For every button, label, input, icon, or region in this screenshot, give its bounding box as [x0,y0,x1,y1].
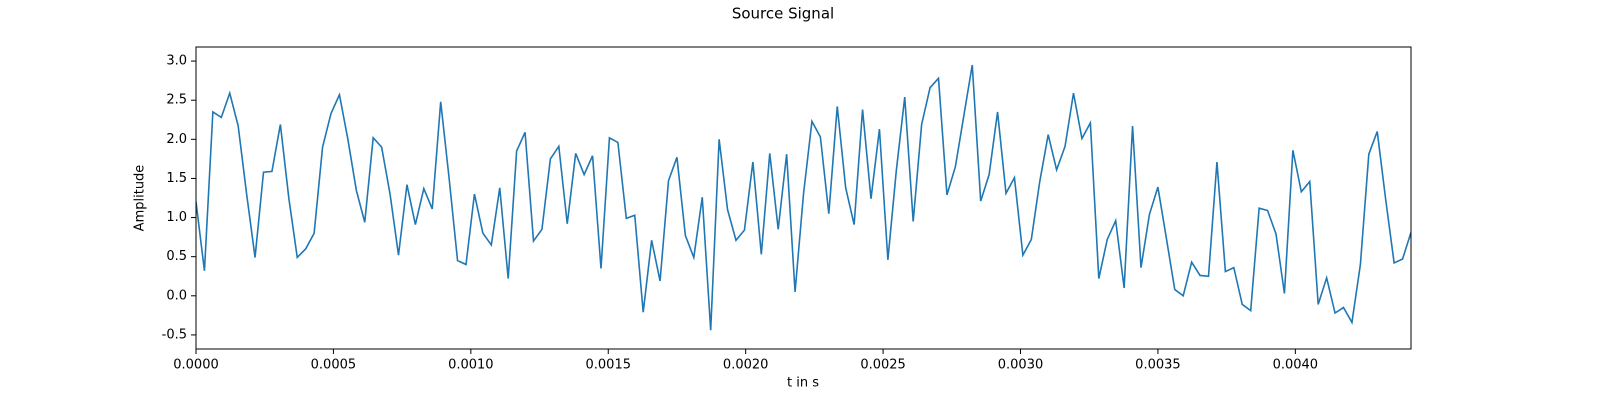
x-tick-label: 0.0035 [1135,358,1181,373]
y-tick-label: 2.0 [166,132,187,147]
signal-line [196,64,1411,331]
x-tick-label: 0.0020 [723,358,769,373]
y-tick-label: 3.0 [166,54,187,69]
x-tick-label: 0.0000 [173,358,219,373]
x-tick-label: 0.0030 [998,358,1044,373]
x-axis-label: t in s [787,376,819,391]
x-tick-label: 0.0025 [860,358,906,373]
y-tick-label: 0.0 [166,288,187,303]
y-tick-label: -0.5 [162,327,187,342]
x-tick-label: 0.0005 [311,358,357,373]
x-tick-label: 0.0015 [586,358,632,373]
y-tick-label: 2.5 [166,93,187,108]
y-axis-label: Amplitude [133,165,148,232]
x-tick-label: 0.0010 [448,358,494,373]
y-tick-label: 0.5 [166,249,187,264]
y-tick-label: 1.5 [166,171,187,186]
y-tick-label: 1.0 [166,210,187,225]
x-tick-label: 0.0040 [1273,358,1319,373]
chart-title: Source Signal [732,5,834,23]
plot-frame [195,46,1412,350]
